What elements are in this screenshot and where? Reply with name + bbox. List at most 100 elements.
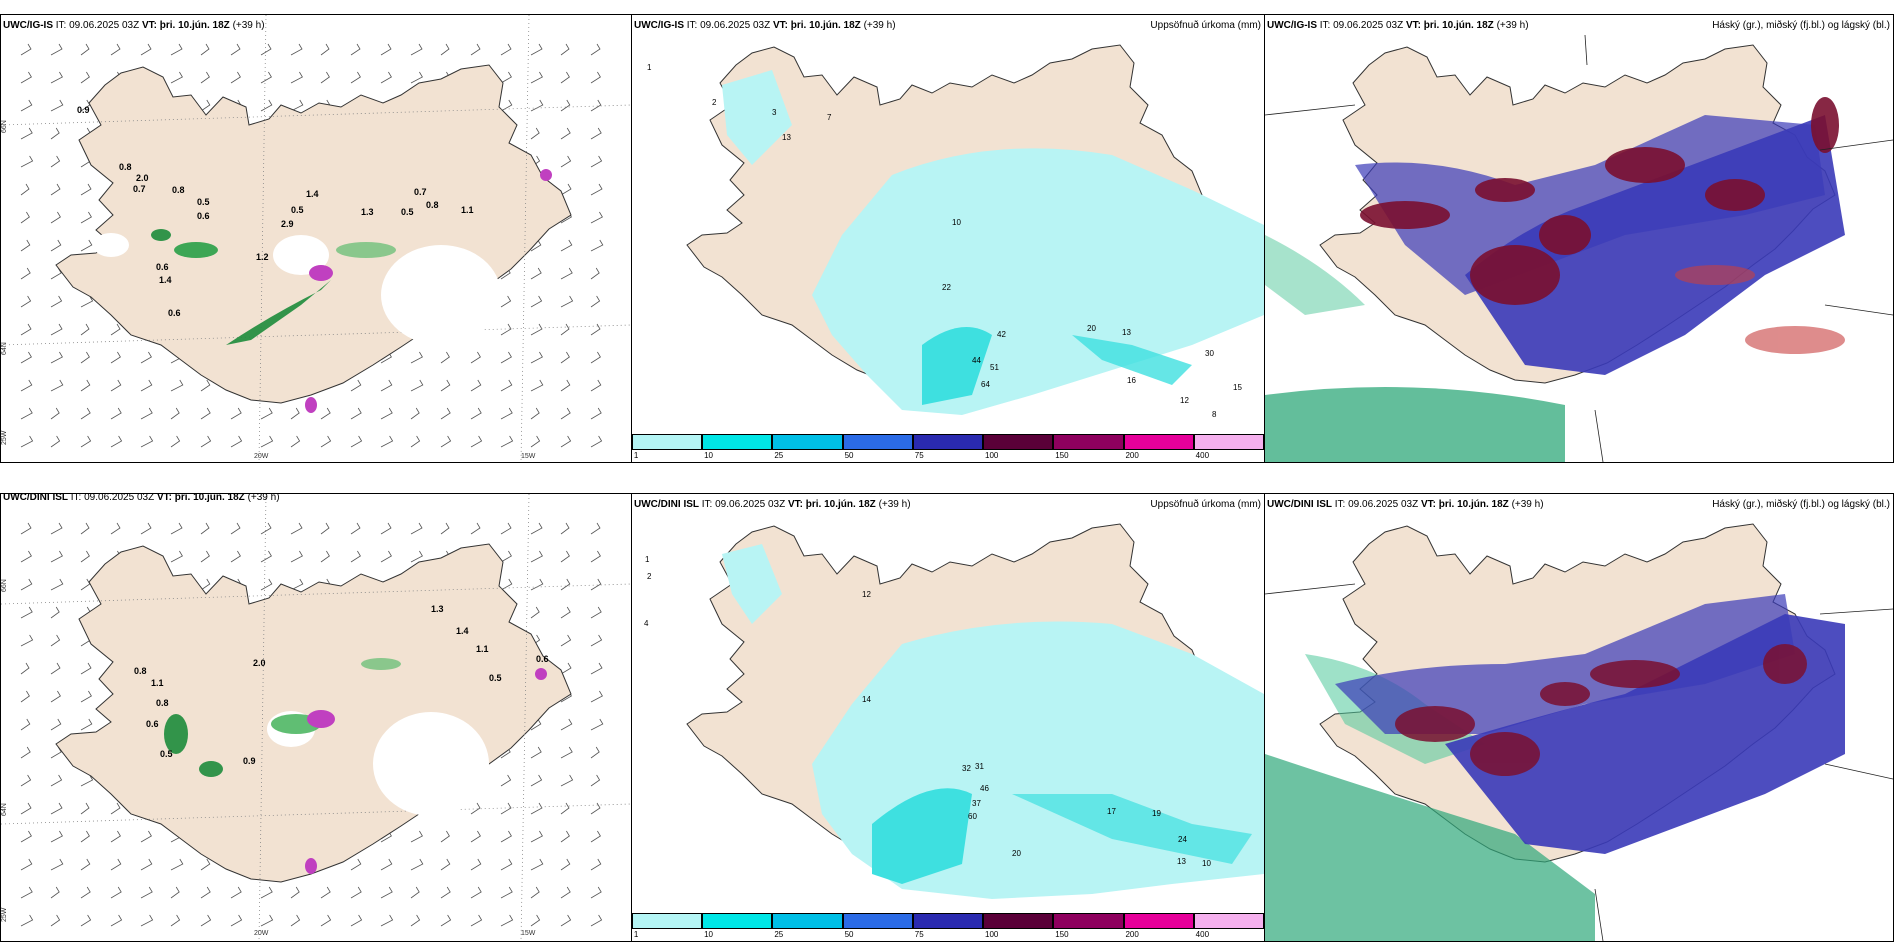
wind-barb [530,578,544,591]
precip-value-label: 15 [1233,383,1242,392]
wind-barb [560,830,570,843]
wind-barb [80,43,90,56]
wind-barb [380,858,393,871]
wind-barb [500,522,512,535]
wind-barb [110,323,121,336]
wind-barb [20,802,32,815]
colorbar-cell [1193,913,1264,929]
wind-barb [530,127,540,140]
wind-barb [260,550,272,563]
precip-value-label: 2.0 [136,173,149,183]
wind-barb [50,718,62,731]
wind-barb [20,211,30,224]
wind-barb [260,522,272,535]
wind-barb [560,99,571,112]
wind-barb [470,802,481,815]
wind-barb [590,606,602,619]
precip-value-label: 0.7 [414,187,427,197]
wind-barb [590,211,603,224]
wind-barb [560,267,573,280]
colorbar-level-label: 25 [774,930,784,939]
wind-barb [590,886,602,899]
wind-barb [290,99,304,112]
wind-barb [590,267,600,280]
wind-barb [260,407,273,420]
wind-barb [20,351,32,364]
wind-barb [500,323,512,336]
lat-label: 25W [1,907,8,922]
wind-barb [500,774,512,787]
wind-barb [500,295,512,308]
precip-value-label: 4 [644,619,649,628]
wind-barb [20,914,34,927]
wind-barb [110,43,121,56]
colorbar-level-label: 10 [704,930,714,939]
colorbar-level-label: 10 [704,451,714,460]
wind-barb [410,550,423,563]
panel-title: UWC/DINI ISL IT: 09.06.2025 03Z VT: þri.… [634,499,911,510]
precip-value-label: 0.6 [168,308,181,318]
wind-barb [530,550,543,563]
wind-barb [80,914,92,927]
wind-barb [590,323,601,336]
wind-barb [590,407,602,420]
wind-barb [590,351,601,364]
precip-value-label: 0.8 [156,698,169,708]
wind-barb [50,830,63,843]
wind-barb [320,435,332,448]
wind-barb [500,858,513,871]
precip-value-label: 0.5 [197,197,210,207]
wind-barb [350,858,362,871]
colorbar-cell [912,434,984,450]
wind-barb [500,914,514,927]
precip-value-label: 1.4 [456,626,469,636]
wind-barb [530,43,543,56]
wind-barb [110,914,123,927]
precip-value-label: 10 [952,218,961,227]
wind-barb [410,914,421,927]
precip-value-label: 51 [990,363,999,372]
wind-barb [560,718,573,731]
wind-barb [530,239,542,252]
wind-barb [50,407,60,420]
wind-barb [200,550,210,563]
wind-barb [50,914,61,927]
lon-label: 15W [521,453,536,460]
wind-barb [500,830,512,843]
wind-barb [560,578,571,591]
panel-clouds-igis: UWC/IG-IS IT: 09.06.2025 03Z VT: þri. 10… [1264,14,1894,463]
wind-barb [50,239,62,252]
wind-barb [380,550,392,563]
wind-barb [500,351,512,364]
wind-barb [260,99,273,112]
panel-field-title: Háský (gr.), miðský (fj.bl.) og lágský (… [1712,20,1890,31]
wind-barb [140,522,152,535]
wind-barb [470,830,481,843]
wind-barb [590,435,603,448]
wind-barb [140,407,153,420]
wind-barb [410,407,420,420]
wind-barb [590,774,601,787]
wind-barb [590,662,603,675]
wind-barb [290,43,303,56]
colorbar-level-label: 1 [633,930,639,939]
wind-barb [20,379,33,392]
wind-barb [260,71,272,84]
precip-value-label: 1.3 [431,604,444,614]
wind-barb [170,379,184,392]
wind-barb [530,830,543,843]
wind-barb [200,43,210,56]
wind-barb [80,71,90,84]
wind-barb [560,662,572,675]
wind-barb [50,522,63,535]
wind-barb [170,435,181,448]
wind-barb [290,914,301,927]
precip-value-label: 0.6 [146,719,159,729]
wind-barb [320,43,330,56]
wind-barb [590,155,603,168]
colorbar-level-label: 75 [914,930,924,939]
wind-barb [170,550,183,563]
wind-barb [50,578,64,591]
wind-barb [470,914,483,927]
